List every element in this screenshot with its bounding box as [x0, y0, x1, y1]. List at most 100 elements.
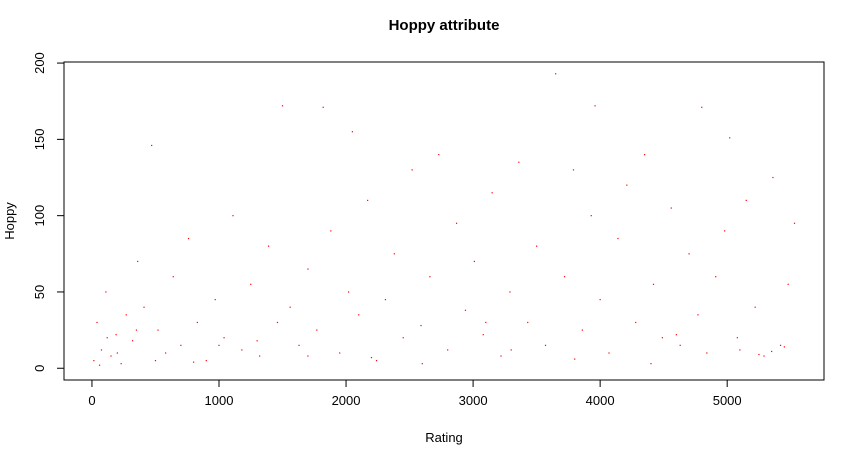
- point: [218, 344, 220, 346]
- point: [491, 192, 493, 194]
- point: [793, 222, 796, 224]
- point: [594, 105, 596, 107]
- point: [151, 144, 153, 147]
- point: [626, 184, 628, 186]
- y-tick-label: 50: [32, 285, 47, 299]
- point: [180, 344, 182, 346]
- point: [574, 358, 576, 360]
- point: [420, 324, 422, 327]
- point: [473, 260, 475, 263]
- point: [652, 283, 655, 285]
- x-tick-label: 3000: [459, 393, 488, 408]
- point: [706, 352, 708, 354]
- point: [772, 176, 774, 179]
- point: [351, 131, 353, 133]
- point: [688, 253, 690, 255]
- point: [154, 360, 157, 362]
- point: [281, 105, 284, 107]
- point: [192, 361, 195, 363]
- point: [650, 363, 652, 365]
- point: [644, 154, 646, 156]
- point: [367, 199, 369, 202]
- point: [455, 222, 458, 224]
- point: [370, 356, 373, 359]
- point: [536, 245, 538, 247]
- point: [438, 154, 440, 156]
- point: [544, 344, 547, 346]
- point: [241, 349, 243, 351]
- point: [635, 321, 637, 324]
- point: [590, 215, 592, 217]
- x-tick-label: 4000: [586, 393, 615, 408]
- y-axis-label: Hoppy: [2, 202, 17, 240]
- point: [187, 237, 190, 240]
- point: [739, 349, 741, 351]
- point: [106, 337, 108, 339]
- x-tick-label: 5000: [713, 393, 742, 408]
- point: [98, 364, 101, 366]
- point: [135, 329, 138, 331]
- point: [617, 237, 619, 240]
- point: [724, 230, 726, 232]
- point: [307, 355, 309, 357]
- point: [339, 352, 341, 354]
- point: [223, 337, 225, 339]
- point: [729, 137, 731, 139]
- point: [165, 352, 167, 354]
- point: [563, 276, 566, 278]
- point: [679, 344, 681, 346]
- point: [276, 321, 279, 324]
- point: [205, 360, 207, 362]
- point: [787, 283, 789, 285]
- point: [745, 199, 747, 202]
- point: [464, 309, 467, 311]
- point: [670, 207, 672, 209]
- y-tick-label: 0: [32, 365, 47, 372]
- point: [758, 353, 760, 356]
- y-tick-label: 100: [32, 205, 47, 227]
- point: [599, 298, 601, 301]
- point: [298, 344, 300, 346]
- point: [527, 321, 529, 324]
- point: [93, 360, 95, 362]
- point: [763, 355, 765, 357]
- point: [447, 349, 449, 351]
- point: [485, 321, 487, 324]
- point: [267, 245, 270, 247]
- point: [330, 230, 332, 232]
- point: [172, 276, 174, 278]
- point: [411, 169, 413, 171]
- point: [307, 268, 309, 270]
- point: [518, 161, 520, 163]
- point: [509, 291, 511, 293]
- point: [120, 363, 122, 365]
- point: [393, 253, 395, 255]
- point: [125, 314, 127, 316]
- point: [701, 106, 703, 108]
- point: [482, 334, 484, 336]
- point: [137, 260, 139, 263]
- point: [116, 352, 118, 354]
- point: [358, 314, 360, 316]
- point: [196, 321, 199, 324]
- point: [115, 334, 117, 336]
- point: [316, 329, 318, 331]
- point: [402, 337, 404, 339]
- x-tick-label: 2000: [332, 393, 361, 408]
- point: [256, 340, 258, 342]
- point: [96, 321, 98, 324]
- point: [214, 298, 216, 301]
- point: [421, 363, 423, 365]
- point: [555, 73, 557, 75]
- x-axis-label: Rating: [425, 430, 463, 445]
- y-tick-label: 150: [32, 129, 47, 151]
- point: [347, 291, 350, 293]
- point: [608, 352, 610, 354]
- point: [322, 106, 324, 108]
- point: [510, 349, 512, 351]
- point: [143, 306, 145, 308]
- point: [783, 346, 785, 348]
- point: [100, 349, 103, 351]
- point: [736, 337, 738, 339]
